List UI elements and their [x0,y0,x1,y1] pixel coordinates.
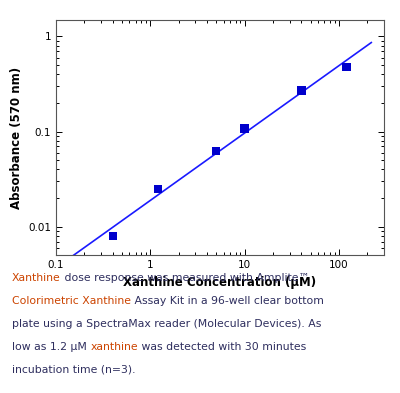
X-axis label: Xanthine Concentration (μM): Xanthine Concentration (μM) [124,276,316,289]
Point [155,186,161,192]
Text: Xanthine: Xanthine [12,273,61,283]
Text: incubation time (n=3).: incubation time (n=3). [12,364,136,374]
Text: Assay Kit in a 96-well clear bottom: Assay Kit in a 96-well clear bottom [131,296,324,306]
Text: Colorimetric Xanthine: Colorimetric Xanthine [12,296,131,306]
Point [298,87,305,94]
Point [242,125,248,132]
Text: dose response was measured with Amplite™: dose response was measured with Amplite™ [61,273,309,283]
Point [343,64,350,70]
Text: xanthine: xanthine [90,342,138,351]
Point [110,233,116,239]
Point [213,147,220,154]
Text: plate using a SpectraMax reader (Molecular Devices). As: plate using a SpectraMax reader (Molecul… [12,319,321,329]
Text: was detected with 30 minutes: was detected with 30 minutes [138,342,306,351]
Text: low as 1.2 μM: low as 1.2 μM [12,342,90,351]
Y-axis label: Absorbance (570 nm): Absorbance (570 nm) [10,66,22,209]
